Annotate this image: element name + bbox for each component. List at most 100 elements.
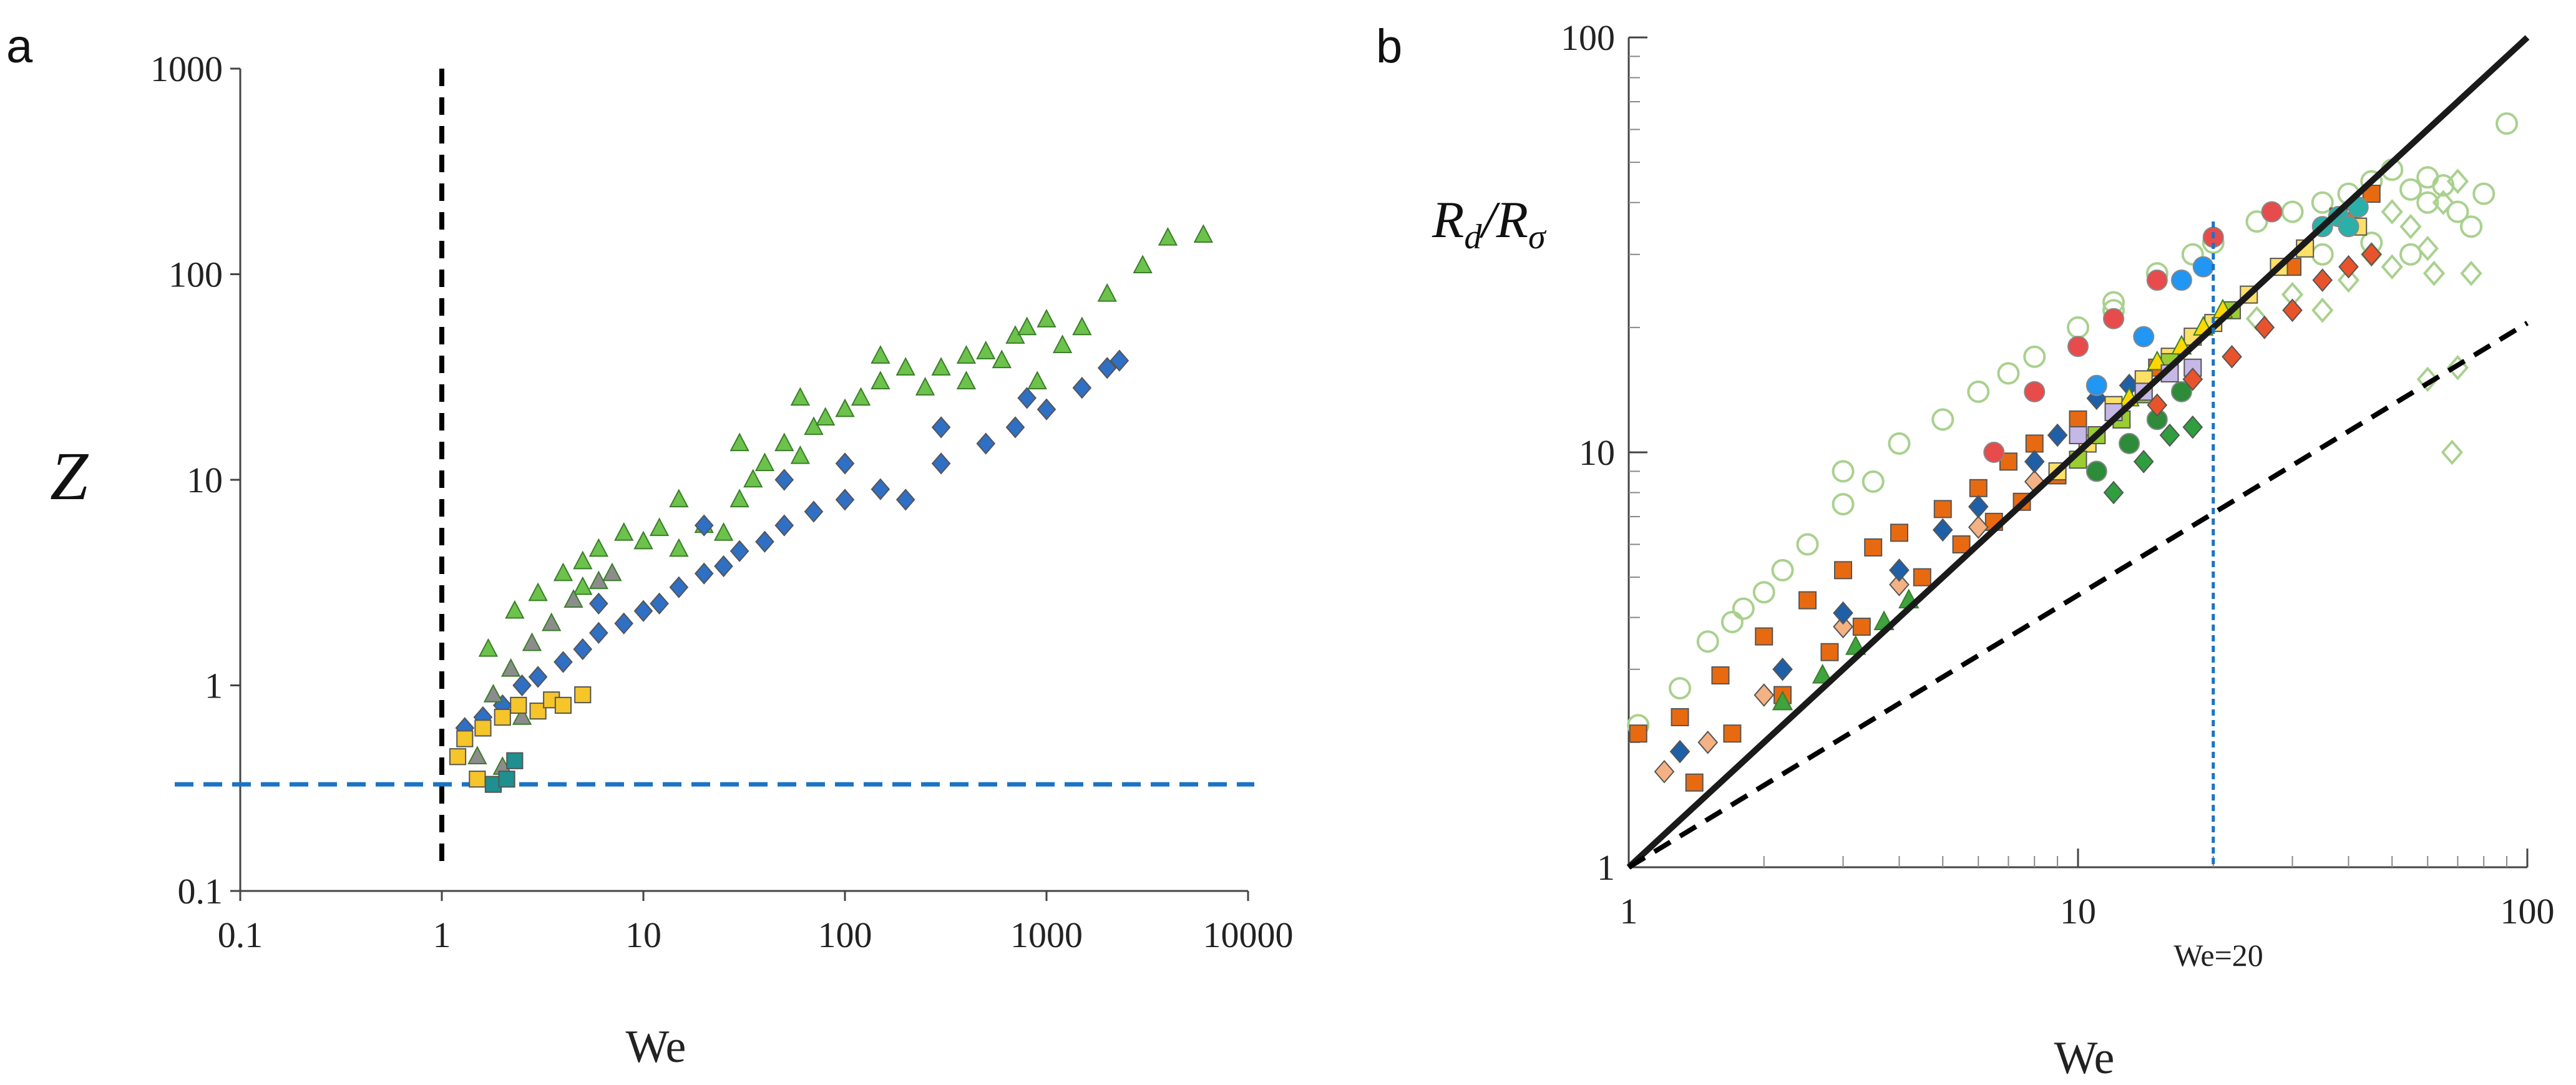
data-point (542, 612, 562, 631)
panel-a-x-axis-label: We (626, 1021, 686, 1073)
data-point (1754, 683, 1775, 707)
data-point (1932, 518, 1953, 542)
data-point (2181, 243, 2204, 266)
panel-b-label: b (1376, 20, 1402, 73)
data-point (1037, 398, 1056, 421)
data-point (1864, 538, 1883, 557)
panel-a-x-tick-label: 10000 (1203, 915, 1294, 955)
data-point (2416, 191, 2439, 214)
data-point (456, 730, 474, 747)
data-point (816, 407, 836, 426)
data-point (1931, 408, 1954, 431)
data-point (1771, 558, 1794, 581)
data-point (1832, 493, 1855, 516)
panel-a-y-tick-label: 100 (168, 255, 223, 295)
data-point (1812, 663, 1833, 684)
panel-b-solid-line (1626, 35, 2530, 870)
data-point (553, 562, 573, 581)
data-point (1072, 316, 1092, 336)
data-point (804, 500, 824, 523)
data-point (774, 432, 794, 452)
data-point (2159, 423, 2180, 447)
data-point (2182, 367, 2203, 391)
data-point (956, 345, 977, 364)
data-point (2103, 480, 2124, 505)
data-point (2133, 326, 2155, 348)
data-point (2399, 243, 2422, 266)
data-point (1017, 387, 1037, 409)
data-point (2432, 190, 2454, 215)
data-point (614, 522, 634, 541)
ylabel-r1: R (1432, 191, 1464, 249)
data-point (2254, 316, 2275, 339)
data-point (2222, 344, 2242, 369)
data-point (2182, 415, 2203, 439)
data-point (2337, 267, 2360, 293)
data-point (1654, 759, 1675, 784)
ylabel-sub-d: d (1464, 218, 1482, 256)
data-point (2312, 268, 2333, 292)
data-point (2446, 168, 2469, 194)
data-point (564, 589, 583, 608)
data-point (743, 469, 763, 488)
data-point (2472, 182, 2496, 205)
data-point (1752, 581, 1775, 604)
series-green-triangles (478, 224, 1213, 657)
data-point (931, 357, 951, 376)
panel-b-reference-lines (1626, 35, 2530, 870)
data-point (2422, 260, 2446, 286)
data-point (1723, 724, 1742, 743)
data-point (554, 651, 573, 673)
panel-a-x-tick-label: 0.1 (218, 915, 263, 955)
data-point (1888, 432, 1911, 455)
data-point (871, 345, 890, 364)
data-point (931, 416, 951, 439)
data-point (1968, 495, 1989, 518)
data-point (1933, 500, 1952, 518)
data-point (589, 592, 608, 615)
data-point (851, 387, 871, 406)
data-point (649, 517, 670, 537)
data-point (2069, 410, 2087, 429)
data-point (554, 696, 572, 714)
panel-a: a Z We 0.1 1 10 100 1000 10000 0.1 1 10 100 1000 (6, 20, 1294, 1073)
panel-a-x-tick-label: 100 (818, 915, 872, 955)
series-dark-green-circles (2086, 381, 2192, 482)
data-point (589, 621, 608, 645)
data-point (2119, 432, 2140, 454)
panel-a-label: a (6, 20, 33, 73)
series-gray-triangles (467, 562, 622, 775)
data-point (2460, 215, 2483, 238)
data-point (2311, 243, 2334, 266)
panel-a-reference-lines (175, 69, 1254, 872)
data-point (2446, 200, 2469, 223)
panel-a-y-tick-label: 10 (187, 460, 223, 500)
data-point (956, 371, 977, 389)
panel-b: b Rd/Rσ We 11 10 10 100 100 We=20 (1376, 17, 2555, 1084)
data-point (483, 684, 504, 703)
data-point (1798, 591, 1817, 610)
data-point (1671, 708, 1689, 726)
data-point (529, 703, 547, 720)
data-point (895, 489, 915, 511)
data-point (1968, 515, 1989, 539)
data-point (573, 550, 593, 570)
data-point (2069, 426, 2087, 444)
data-point (2338, 216, 2359, 238)
data-point (512, 674, 532, 697)
data-point (2086, 460, 2107, 482)
data-point (2025, 434, 2044, 453)
data-point (2023, 345, 2046, 368)
data-point (2381, 254, 2403, 280)
data-point (1696, 630, 1719, 653)
data-point (650, 592, 669, 615)
series-light-green-open-diamonds (2245, 168, 2482, 465)
panel-b-dashed-line (1627, 321, 2529, 870)
series-teal-squares (484, 752, 524, 793)
series-blue-diamonds (455, 349, 1129, 739)
series-dark-green-diamonds (2103, 415, 2203, 505)
data-point (522, 632, 542, 651)
data-point (1820, 643, 1839, 661)
data-point (449, 748, 467, 766)
